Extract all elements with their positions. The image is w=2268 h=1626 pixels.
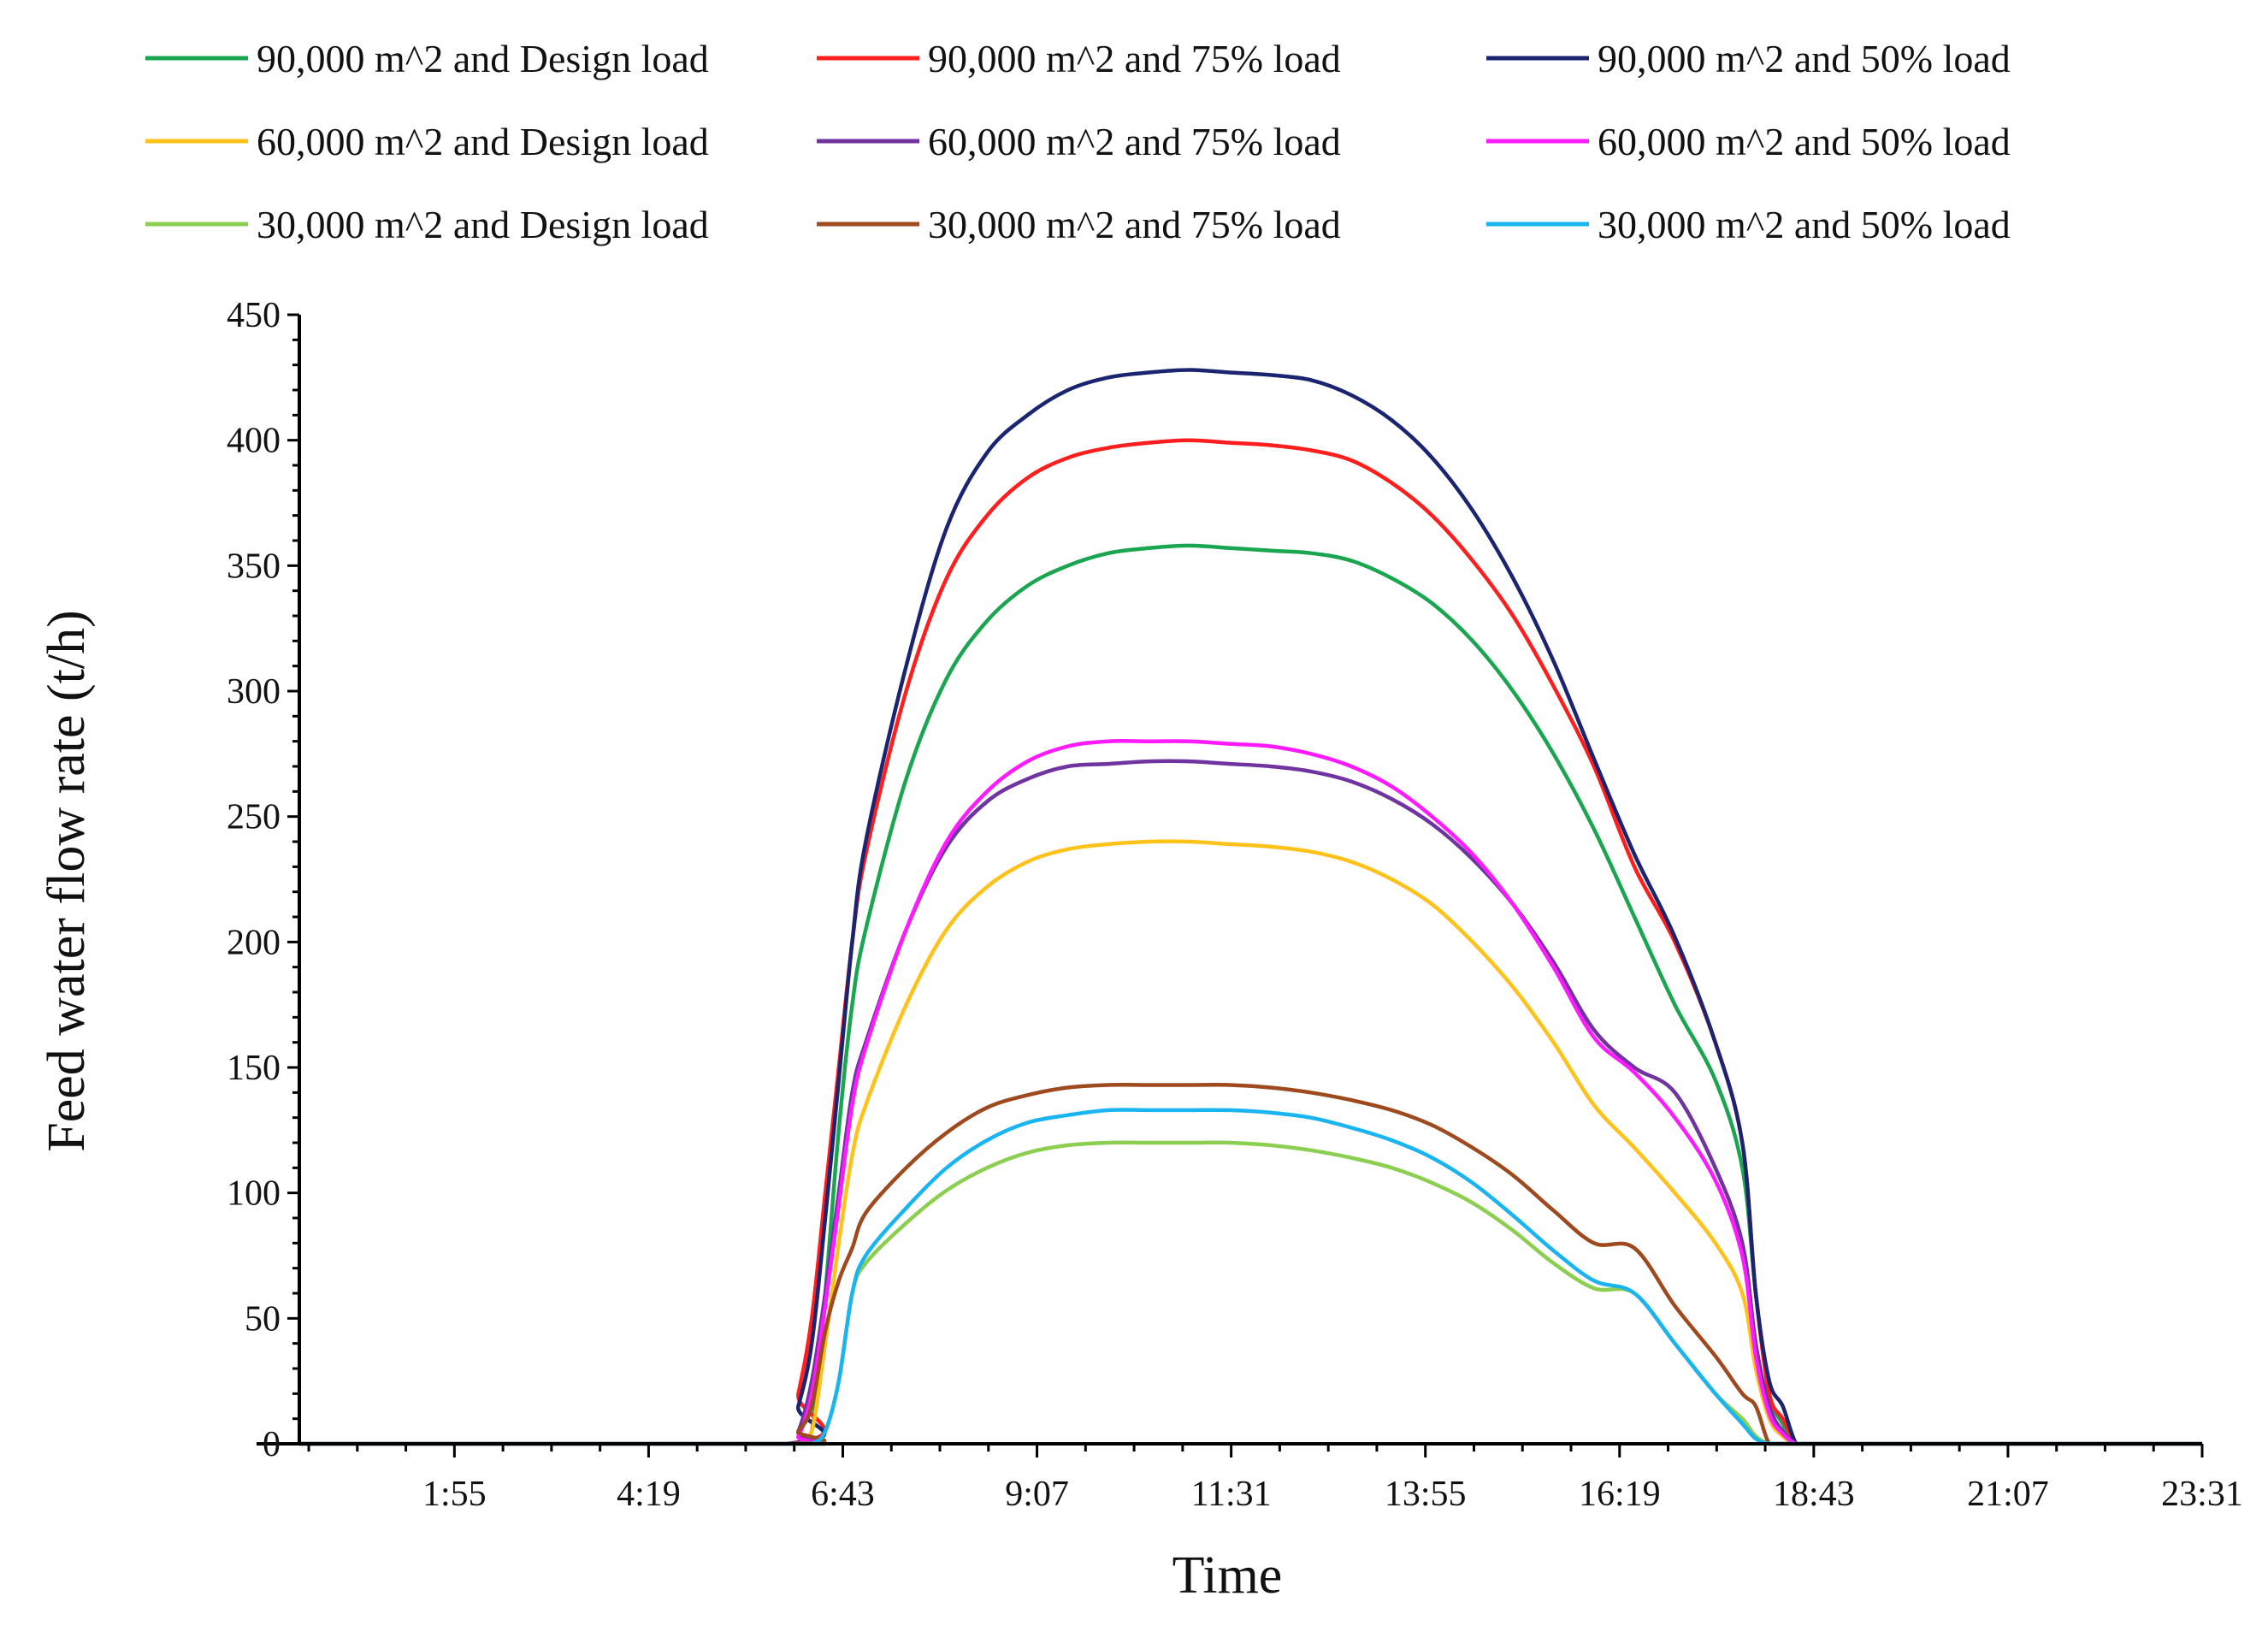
y-tick-label: 450 [227,296,281,335]
x-axis-title: Time [1172,1546,1283,1605]
y-tick-label: 200 [227,923,281,962]
legend-label-5: 60,000 m^2 and 75% load [928,120,1341,163]
series-line-1 [298,543,2202,1446]
series-line-7 [298,1140,2202,1446]
series-line-2 [298,438,2202,1446]
series-line-8 [298,1083,2202,1446]
plot-lines [298,368,2202,1446]
legend-label-2: 90,000 m^2 and 75% load [928,37,1341,80]
tick-marks: 0 50 100 150 200 250 300 350 400 450 1:55 4:19 6:43 9… [227,296,2243,1514]
legend-label-8: 30,000 m^2 and 75% load [928,203,1341,246]
x-tick-label: 1:55 [422,1475,487,1514]
x-tick-label: 4:19 [617,1475,681,1514]
series-line-6 [298,739,2202,1446]
x-tick-label: 9:07 [1005,1475,1069,1514]
x-tick-label: 18:43 [1773,1475,1855,1514]
y-tick-label: 350 [227,547,281,586]
x-tick-label: 21:07 [1967,1475,2049,1514]
legend-label-6: 60,000 m^2 and 50% load [1598,120,2011,163]
x-tick-label: 16:19 [1579,1475,1661,1514]
legend-label-1: 90,000 m^2 and Design load [257,37,709,80]
y-tick-label: 250 [227,798,281,837]
legend-label-3: 90,000 m^2 and 50% load [1598,37,2011,80]
x-tick-label: 23:31 [2161,1475,2243,1514]
y-tick-label: 100 [227,1174,281,1214]
y-axis-title: Feed water flow rate (t/h) [38,610,96,1152]
x-tick-label: 11:31 [1191,1475,1272,1514]
series-line-5 [298,759,2202,1446]
legend-label-9: 30,000 m^2 and 50% load [1598,203,2011,246]
legend-label-7: 30,000 m^2 and Design load [257,203,709,246]
y-tick-label: 0 [263,1425,281,1464]
series-line-3 [298,368,2202,1446]
legend: 90,000 m^2 and Design load 90,000 m^2 and… [145,37,2011,246]
x-tick-label: 13:55 [1385,1475,1467,1514]
series-line-9 [298,1108,2202,1446]
x-tick-label: 6:43 [811,1475,875,1514]
y-tick-label: 300 [227,672,281,712]
y-tick-label: 50 [245,1299,281,1339]
y-tick-label: 150 [227,1049,281,1088]
legend-label-4: 60,000 m^2 and Design load [257,120,709,163]
axes [257,315,2202,1446]
y-tick-label: 400 [227,422,281,461]
